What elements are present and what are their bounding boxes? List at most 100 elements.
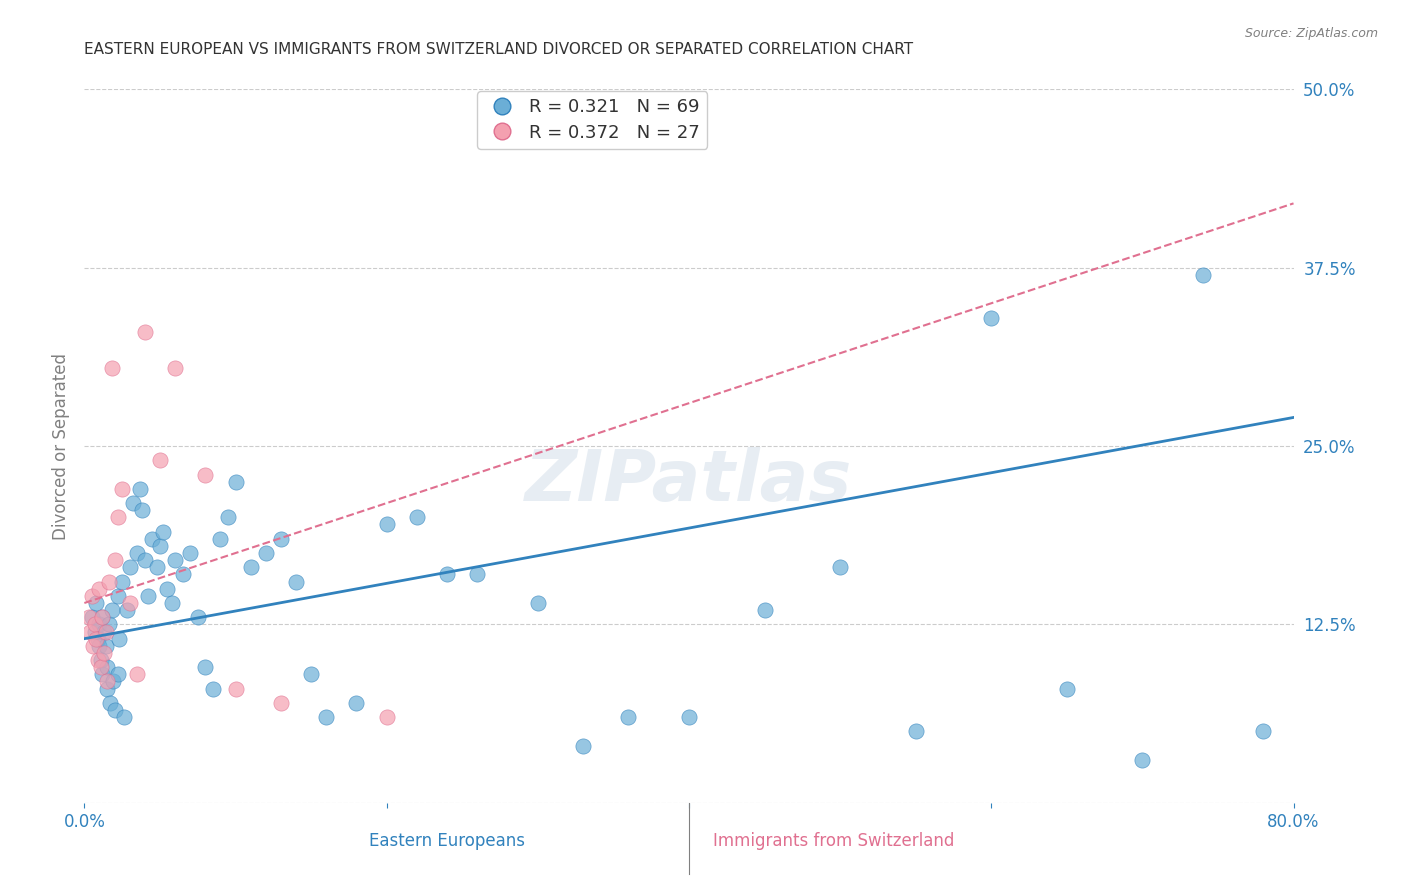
Point <box>107 510 129 524</box>
Point <box>111 482 134 496</box>
Y-axis label: Divorced or Separated: Divorced or Separated <box>52 352 70 540</box>
Text: Immigrants from Switzerland: Immigrants from Switzerland <box>713 831 955 849</box>
Point <box>1192 268 1215 282</box>
Point <box>467 567 489 582</box>
Text: Source: ZipAtlas.com: Source: ZipAtlas.com <box>1244 27 1378 40</box>
Point <box>149 539 172 553</box>
Point <box>225 681 247 696</box>
Point <box>830 560 852 574</box>
Point <box>165 553 187 567</box>
Point <box>315 710 337 724</box>
Legend: R = 0.321   N = 69, R = 0.372   N = 27: R = 0.321 N = 69, R = 0.372 N = 27 <box>477 91 707 149</box>
Point <box>100 603 122 617</box>
Point <box>146 560 169 574</box>
Point <box>97 617 120 632</box>
Point <box>118 596 141 610</box>
Point <box>129 482 152 496</box>
Point <box>90 660 112 674</box>
Point <box>152 524 174 539</box>
Point <box>98 696 121 710</box>
Point <box>80 589 103 603</box>
Point <box>134 553 156 567</box>
Point <box>104 703 127 717</box>
Point <box>101 674 124 689</box>
Point <box>89 582 111 596</box>
Point <box>91 667 114 681</box>
Point <box>91 610 114 624</box>
Point <box>270 696 292 710</box>
Point <box>134 325 156 339</box>
Point <box>375 710 398 724</box>
Point <box>82 639 104 653</box>
Point <box>141 532 163 546</box>
Point <box>108 632 131 646</box>
Point <box>93 646 115 660</box>
Point <box>1130 753 1153 767</box>
Point <box>77 610 100 624</box>
Point <box>160 596 183 610</box>
Point <box>406 510 429 524</box>
Point <box>1253 724 1275 739</box>
Point <box>678 710 700 724</box>
Point <box>156 582 179 596</box>
Point <box>111 574 134 589</box>
Point <box>527 596 550 610</box>
Point <box>104 553 127 567</box>
Point <box>84 617 107 632</box>
Point <box>112 710 135 724</box>
Point <box>80 610 103 624</box>
Text: ZIPatlas: ZIPatlas <box>526 447 852 516</box>
Point <box>346 696 368 710</box>
Point <box>254 546 277 560</box>
Point <box>79 624 101 639</box>
Point <box>1056 681 1078 696</box>
Point <box>118 560 141 574</box>
Point <box>127 667 149 681</box>
Point <box>209 532 232 546</box>
Point <box>107 667 129 681</box>
Point <box>93 624 115 639</box>
Point <box>375 517 398 532</box>
Point <box>201 681 224 696</box>
Point <box>194 467 217 482</box>
Point <box>87 632 110 646</box>
Point <box>299 667 322 681</box>
Point <box>115 603 138 617</box>
Point <box>187 610 209 624</box>
Point <box>127 546 149 560</box>
Point <box>149 453 172 467</box>
Point <box>87 653 110 667</box>
Point <box>97 574 120 589</box>
Point <box>107 589 129 603</box>
Point <box>225 475 247 489</box>
Point <box>84 624 107 639</box>
Point <box>91 610 114 624</box>
Point <box>96 660 118 674</box>
Point <box>239 560 262 574</box>
Point <box>96 681 118 696</box>
Point <box>217 510 239 524</box>
Point <box>572 739 595 753</box>
Point <box>86 632 108 646</box>
Point <box>179 546 201 560</box>
Point <box>172 567 194 582</box>
Point <box>89 617 111 632</box>
Point <box>285 574 308 589</box>
Point <box>436 567 458 582</box>
Point <box>136 589 159 603</box>
Point <box>980 310 1002 325</box>
Point <box>194 660 217 674</box>
Text: EASTERN EUROPEAN VS IMMIGRANTS FROM SWITZERLAND DIVORCED OR SEPARATED CORRELATIO: EASTERN EUROPEAN VS IMMIGRANTS FROM SWIT… <box>84 42 914 57</box>
Point <box>89 639 111 653</box>
Point <box>100 360 122 375</box>
Point <box>94 639 117 653</box>
Point <box>94 624 117 639</box>
Point <box>90 653 112 667</box>
Point <box>96 674 118 689</box>
Point <box>131 503 153 517</box>
Point <box>270 532 292 546</box>
Point <box>165 360 187 375</box>
Point <box>86 596 108 610</box>
Text: Eastern Europeans: Eastern Europeans <box>370 831 524 849</box>
Point <box>904 724 927 739</box>
